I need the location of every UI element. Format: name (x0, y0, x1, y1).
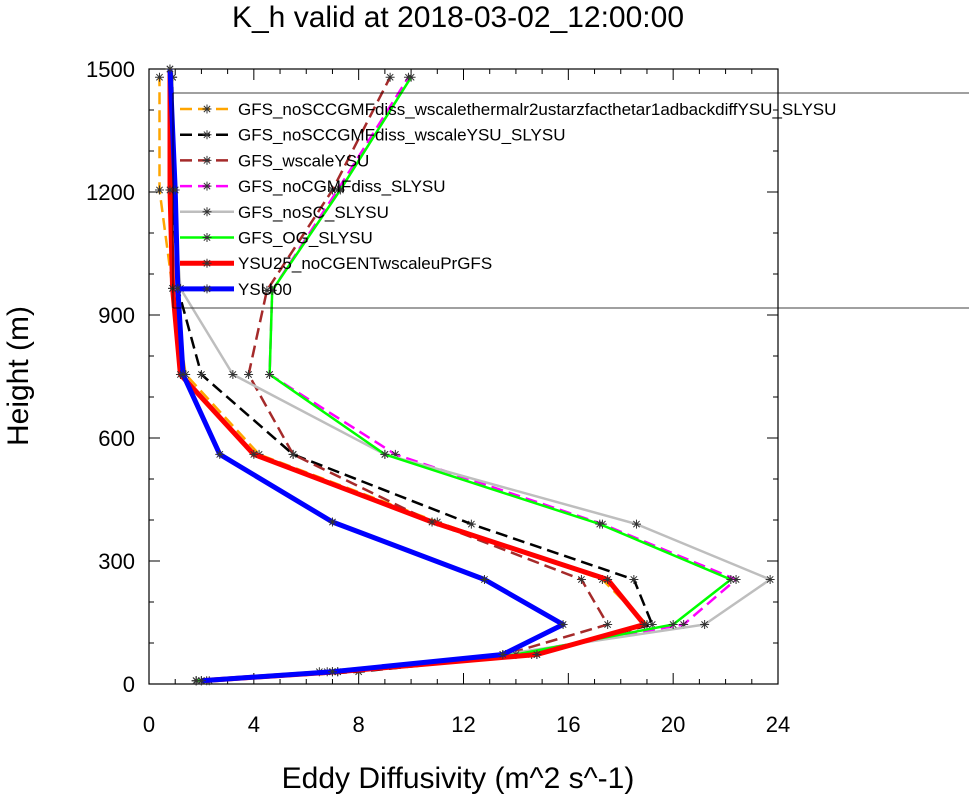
legend-label: GFS_noCGMFdiss_SLYSU (238, 177, 446, 196)
series-marker (202, 207, 212, 217)
series-marker (165, 185, 175, 195)
series-marker (244, 369, 254, 379)
legend-label: YSU25_noCGENTwscaleuPrGFS (238, 254, 492, 273)
series-marker (558, 620, 568, 630)
series-marker (154, 72, 164, 82)
y-tick-label: 900 (98, 303, 135, 328)
series-layer (154, 64, 775, 686)
x-tick-label: 24 (766, 712, 790, 737)
legend-label: YSU00 (238, 280, 292, 299)
series-marker (288, 449, 298, 459)
series-marker (215, 449, 225, 459)
series-marker (170, 185, 180, 195)
legend-label: GFS_wscaleYSU (238, 151, 369, 170)
series-marker (532, 649, 542, 659)
series-marker (631, 519, 641, 529)
series-marker (265, 369, 275, 379)
legend-item: GFS_noCGMFdiss_SLYSU (180, 177, 446, 196)
series-1 (154, 72, 652, 686)
x-tick-label: 8 (353, 712, 365, 737)
series-marker (168, 283, 178, 293)
series-marker (726, 574, 736, 584)
legend-item: YSU00 (180, 280, 292, 299)
series-marker (647, 620, 657, 630)
legend-item: GFS_noSC_SLYSU (180, 203, 389, 222)
series-marker (639, 620, 649, 630)
series-marker (191, 676, 201, 686)
legend-label: GFS_noSC_SLYSU (238, 203, 389, 222)
x-tick-label: 16 (556, 712, 580, 737)
series-marker (327, 185, 337, 195)
series-marker (267, 285, 277, 295)
series-8 (165, 64, 568, 686)
series-marker (603, 574, 613, 584)
series-marker (668, 620, 678, 630)
series-marker (228, 369, 238, 379)
x-tick-label: 4 (248, 712, 260, 737)
y-tick-label: 600 (98, 426, 135, 451)
series-marker (335, 185, 345, 195)
legend-label: GFS_OG_SLYSU (238, 229, 373, 248)
series-marker (196, 369, 206, 379)
legend-item: GFS_wscaleYSU (180, 151, 369, 170)
y-axis: 0 300 600 900 1200 1500 (86, 57, 778, 697)
series-marker (196, 676, 206, 686)
series-marker (731, 574, 741, 584)
legend-item: GFS_OG_SLYSU (180, 229, 373, 248)
series-marker (165, 64, 175, 74)
series-marker (154, 185, 164, 195)
series-marker (595, 519, 605, 529)
series-marker (679, 620, 689, 630)
series-marker (380, 449, 390, 459)
series-marker (385, 72, 395, 82)
legend-item: GFS_noSCCGMFdiss_wscalethermalr2ustarzfa… (180, 100, 836, 119)
series-marker (327, 667, 337, 677)
x-tick-label: 12 (451, 712, 475, 737)
x-axis-label: Eddy Diffusivity (m^2 s^-1) (282, 762, 635, 795)
series-marker (202, 104, 212, 114)
series-marker (629, 574, 639, 584)
series-marker (479, 574, 489, 584)
y-tick-label: 300 (98, 549, 135, 574)
x-tick-label: 20 (661, 712, 685, 737)
legend-label: GFS_noSCCGMFdiss_wscaleYSU_SLYSU (238, 126, 566, 145)
y-tick-label: 0 (123, 672, 135, 697)
series-marker (173, 283, 183, 293)
legend-item: YSU25_noCGENTwscaleuPrGFS (180, 254, 492, 273)
series-marker (202, 181, 212, 191)
series-marker (603, 620, 613, 630)
y-tick-label: 1200 (86, 180, 135, 205)
series-marker (202, 155, 212, 165)
series-marker (576, 574, 586, 584)
series-marker (249, 449, 259, 459)
y-axis-label: Height (m) (2, 306, 35, 446)
legend: GFS_noSCCGMFdiss_wscalethermalr2ustarzfa… (172, 92, 969, 309)
series-marker (202, 284, 212, 294)
series-marker (466, 519, 476, 529)
series-marker (202, 130, 212, 140)
series-marker (427, 517, 437, 527)
chart-title: K_h valid at 2018-03-02_12:00:00 (232, 1, 684, 34)
series-marker (390, 449, 400, 459)
legend-item: GFS_noSCCGMFdiss_wscaleYSU_SLYSU (180, 126, 566, 145)
series-marker (178, 369, 188, 379)
legend-label: GFS_noSCCGMFdiss_wscalethermalr2ustarzfa… (238, 100, 836, 119)
series-marker (202, 258, 212, 268)
series-marker (202, 233, 212, 242)
series-marker (327, 517, 337, 527)
x-tick-label: 0 (143, 712, 155, 737)
series-marker (262, 285, 272, 295)
series-marker (700, 620, 710, 630)
series-marker (498, 649, 508, 659)
x-axis: 0 4 8 12 16 20 24 (143, 69, 790, 737)
series-marker (406, 72, 416, 82)
y-tick-label: 1500 (86, 57, 135, 82)
series-marker (765, 574, 775, 584)
